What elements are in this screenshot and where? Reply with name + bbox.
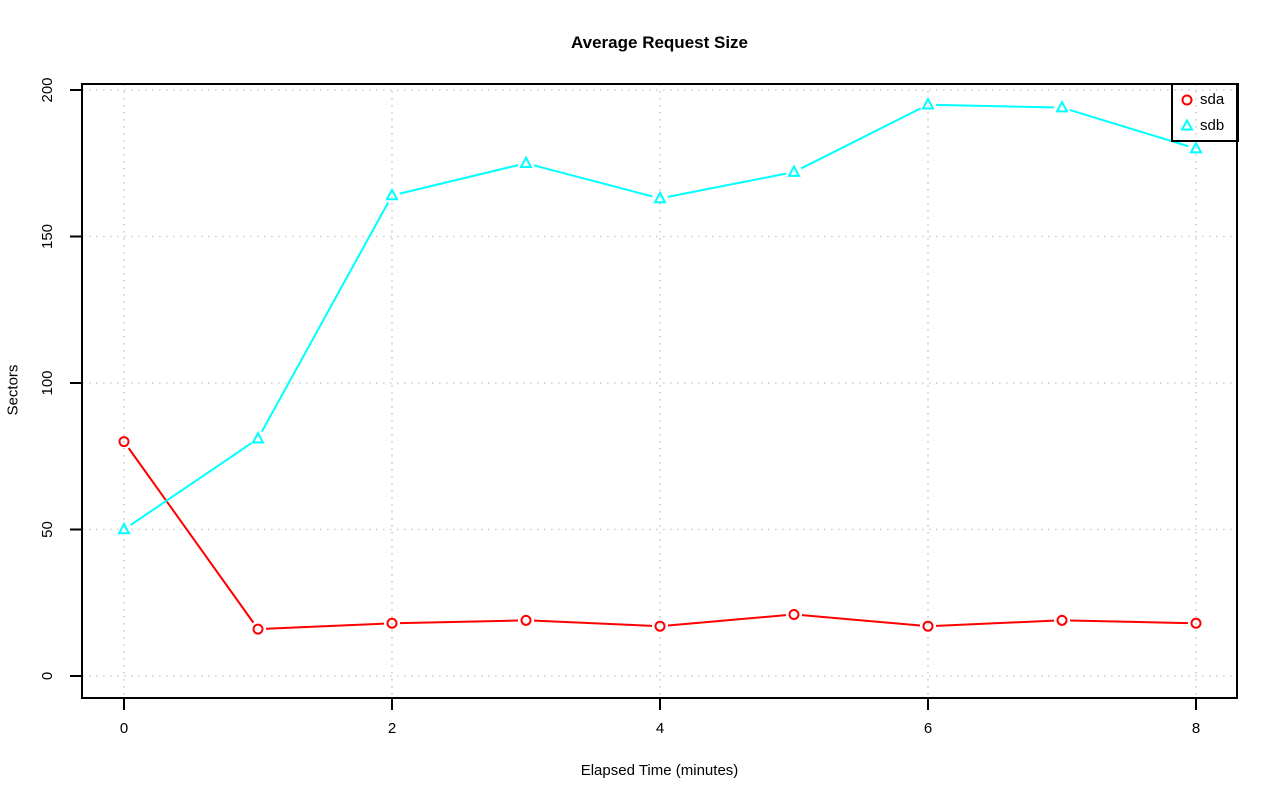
x-axis-label: Elapsed Time (minutes) <box>580 762 739 779</box>
data-point-sdb <box>787 164 801 177</box>
data-point-sdb <box>653 190 667 204</box>
series-line-sda <box>935 619 1055 627</box>
series-line-sda <box>399 619 519 625</box>
series-line-sdb <box>130 442 252 526</box>
y-tick-label: 200 <box>39 77 56 102</box>
data-point-sda <box>788 608 800 620</box>
x-tick-label: 4 <box>656 720 664 737</box>
x-tick-label: 0 <box>120 720 128 737</box>
series-line-sdb <box>1069 108 1189 148</box>
data-point-sdb <box>117 521 131 535</box>
series-line-sdb <box>260 202 390 433</box>
data-point-sdb <box>921 97 935 110</box>
data-point-sda <box>1190 617 1202 629</box>
sdb-triangle-marker-icon <box>1180 117 1194 130</box>
series-line-sda <box>533 619 653 627</box>
x-tick-label: 6 <box>924 720 932 737</box>
data-point-sda <box>118 436 130 448</box>
series-line-sdb <box>533 164 653 198</box>
series-line-sda <box>265 622 385 630</box>
data-point-sdb <box>519 155 533 169</box>
data-point-sdb <box>385 187 399 201</box>
sda-circle-marker-icon <box>1181 94 1193 105</box>
series-line-sda <box>127 447 255 624</box>
legend-item-sdb: sdb <box>1177 113 1237 139</box>
data-point-sdb <box>251 431 265 444</box>
series-line-sda <box>801 614 921 627</box>
series-line-sdb <box>800 107 922 170</box>
series-line-sdb <box>667 172 787 198</box>
series-line-sda <box>667 614 787 627</box>
data-point-sda <box>654 620 666 632</box>
chart-title: Average Request Size <box>571 33 748 52</box>
data-point-sda <box>520 614 532 626</box>
data-point-sdb <box>1055 99 1069 113</box>
y-tick-label: 0 <box>39 672 56 680</box>
x-tick-label: 2 <box>388 720 396 737</box>
data-point-sda <box>386 617 398 629</box>
y-tick-label: 150 <box>39 224 56 249</box>
y-tick-label: 100 <box>39 370 56 395</box>
legend-label-sda: sda <box>1200 91 1225 108</box>
data-point-sda <box>922 620 934 632</box>
legend-item-sda: sda <box>1177 87 1237 113</box>
legend: sda sdb <box>1171 83 1239 142</box>
y-tick-label: 50 <box>39 521 56 538</box>
data-point-sda <box>252 623 264 635</box>
y-axis-label: Sectors <box>4 364 22 416</box>
data-point-sda <box>1056 614 1068 626</box>
series-line-sda <box>1069 619 1189 625</box>
legend-label-sdb: sdb <box>1200 117 1225 134</box>
data-point-sdb <box>1189 140 1203 154</box>
x-tick-label: 8 <box>1192 720 1200 737</box>
series-line-sdb <box>399 164 519 195</box>
series-line-sdb <box>935 103 1055 109</box>
